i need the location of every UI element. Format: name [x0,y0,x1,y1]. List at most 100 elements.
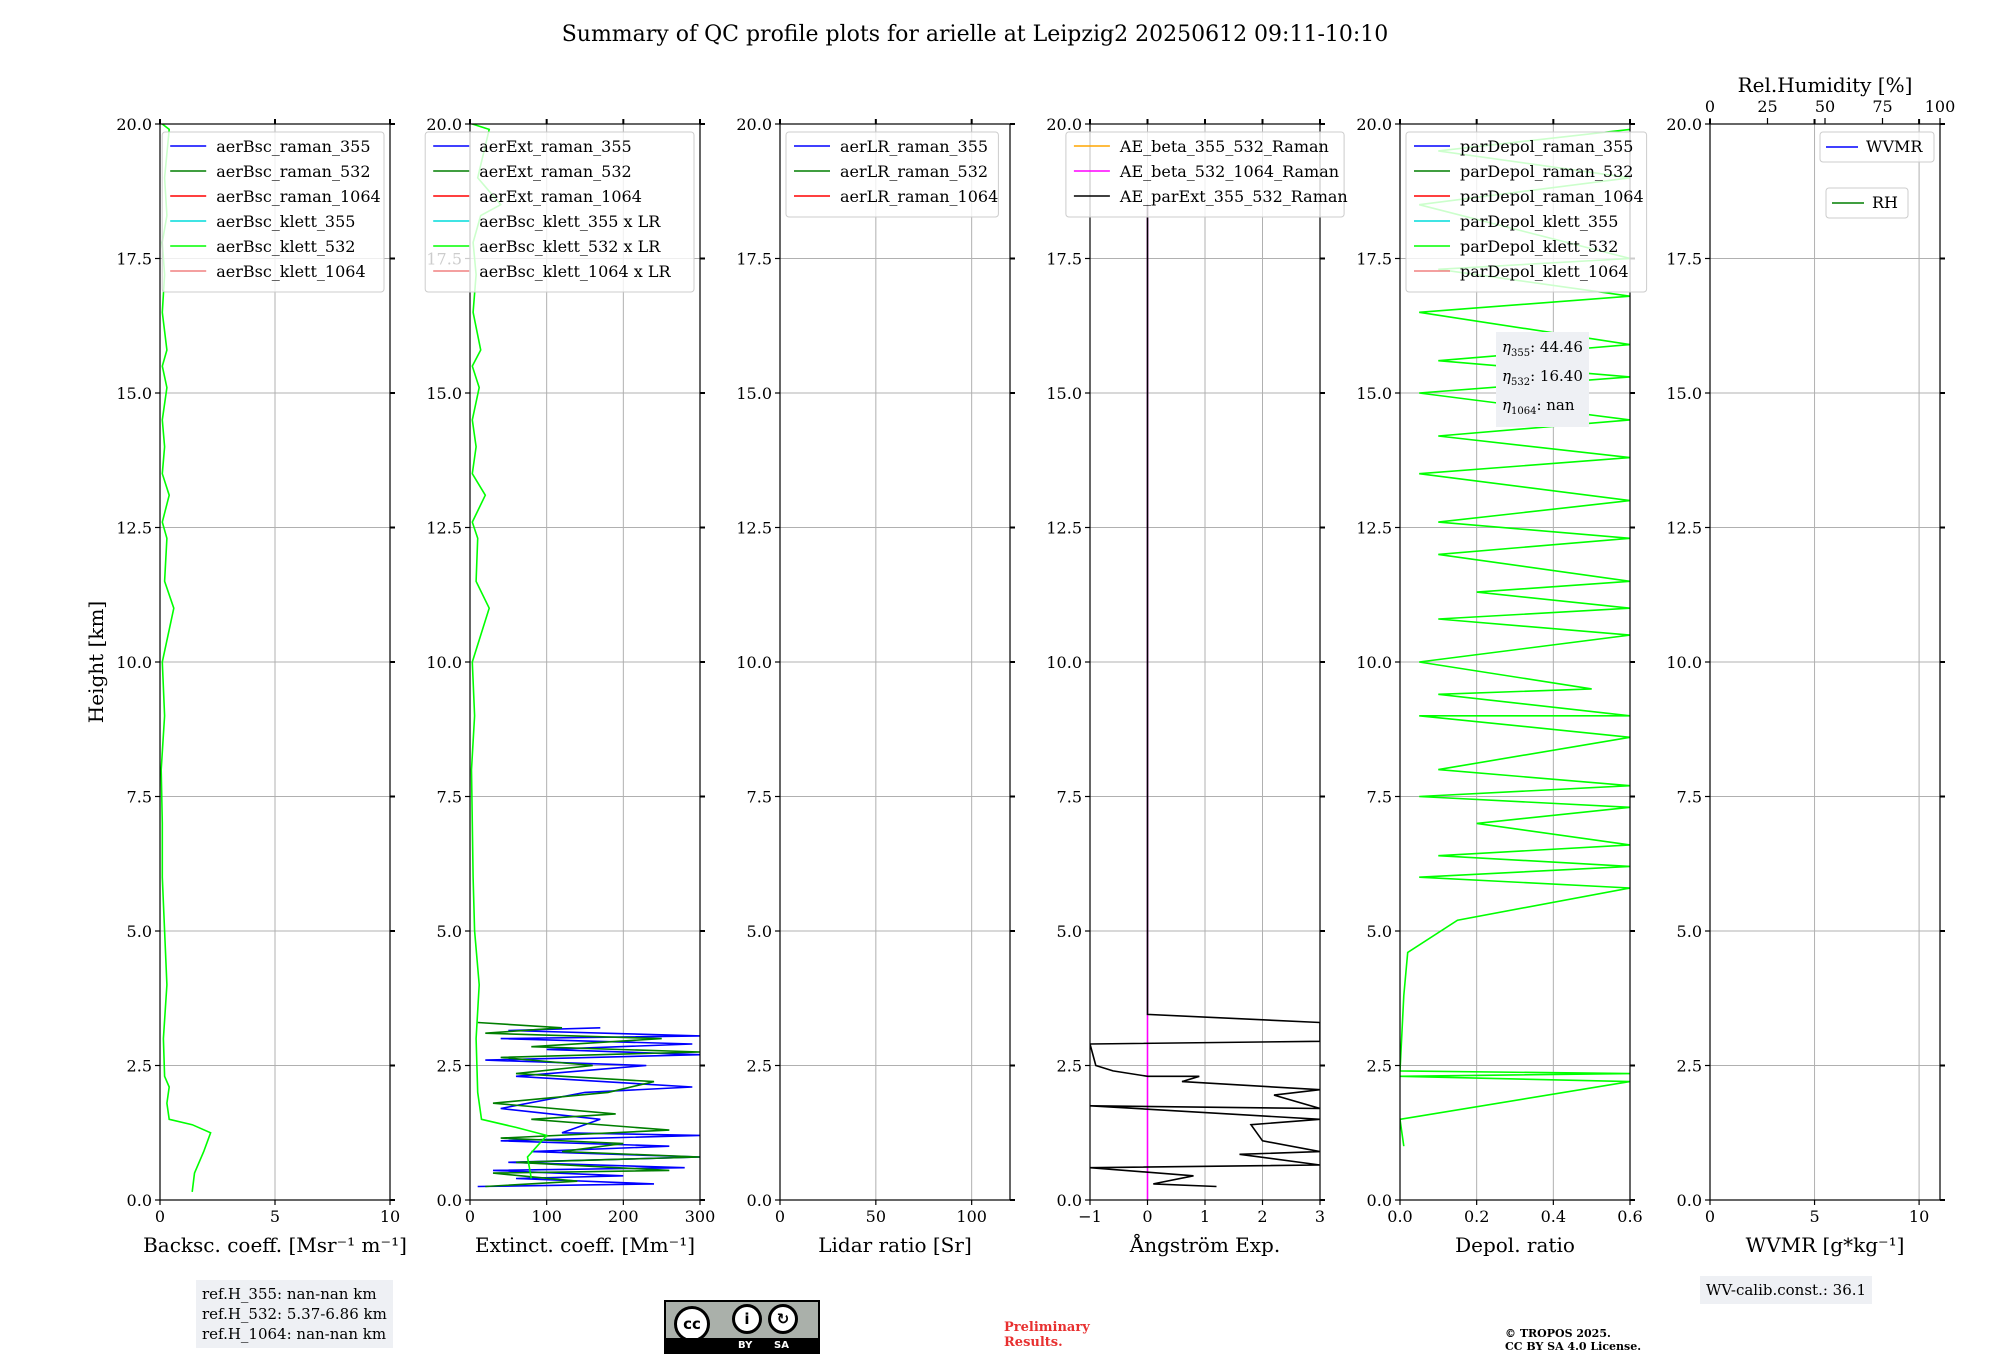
x-axis-label: Ångström Exp. [1129,1232,1280,1257]
x-axis-label: Backsc. coeff. [Msr⁻¹ m⁻¹] [143,1233,407,1257]
x-tick-label: 0 [1142,1207,1152,1226]
axes-frame [159,123,391,1201]
y-tick-label: 2.5 [1367,1057,1392,1076]
x-tick-label: 5 [270,1207,280,1226]
legend-box [1065,131,1345,218]
y-tick-label: 7.5 [1367,788,1392,807]
series-group [160,124,212,1192]
x-tick-label: 100 [531,1207,562,1226]
x-axis-label: Extinct. coeff. [Mm⁻¹] [475,1233,695,1257]
x-tick-label: 10 [380,1207,400,1226]
series-line-aerBsc_klett_532 [160,124,212,1192]
series-line-aerExt_raman_355 [477,1027,700,1188]
y-tick-label: 0.0 [1057,1191,1082,1210]
legend-label: aerBsc_raman_1064 [216,187,381,206]
y-tick-label: 10.0 [1666,653,1702,672]
x-tick-label: −1 [1078,1207,1102,1226]
y-tick-label: 10.0 [1046,653,1082,672]
legend-label: AE_beta_355_532_Raman [1119,137,1329,156]
y-tick-label: 20.0 [1356,115,1392,134]
y-tick-label: 15.0 [1666,384,1702,403]
legend-label: parDepol_raman_532 [1460,162,1633,181]
legend: WVMR RH [1819,131,1935,219]
legend-box [161,131,385,293]
x-tick-label: 0 [155,1207,165,1226]
y-tick-label: 2.5 [127,1057,152,1076]
legend-label: aerExt_raman_532 [479,162,632,181]
x2-tick-label: 0 [1705,97,1715,116]
legend-label: parDepol_klett_355 [1460,212,1618,231]
axes-frame [1399,123,1631,1201]
y-tick-label: 0.0 [127,1191,152,1210]
y-tick-label: 20.0 [736,115,772,134]
legend-label: aerBsc_klett_355 x LR [479,212,661,231]
series-line-AE_parExt_355_532_Raman [1090,204,1320,1188]
y-tick-label: 0.0 [1367,1191,1392,1210]
x-tick-label: 100 [956,1207,987,1226]
legend-label: parDepol_raman_355 [1460,137,1633,156]
legend-label: WVMR [1866,137,1923,156]
sa-share-icon: ↻ [768,1304,798,1334]
y-tick-label: 5.0 [1057,922,1082,941]
y-tick-label: 20.0 [1666,115,1702,134]
y-tick-label: 20.0 [1046,115,1082,134]
y-tick-label: 20.0 [426,115,462,134]
x-tick-label: 50 [866,1207,886,1226]
x2-tick-label: 25 [1757,97,1777,116]
legend-label: AE_parExt_355_532_Raman [1119,187,1348,206]
legend-label: aerLR_raman_355 [840,137,988,156]
legend-label: aerBsc_klett_532 x LR [479,237,661,256]
axes-frame [1709,123,1941,1201]
preliminary-results-note: Preliminary Results. [1004,1320,1090,1350]
y-tick-label: 12.5 [116,519,152,538]
legend-label: parDepol_klett_532 [1460,237,1618,256]
wv-calib-text: WV-calib.const.: 36.1 [1706,1281,1867,1299]
y-tick-label: 17.5 [116,250,152,269]
series-group [1400,128,1630,1147]
y-tick-label: 17.5 [1356,250,1392,269]
x-tick-label: 300 [685,1207,716,1226]
y-tick-label: 15.0 [116,384,152,403]
ref-height-box: ref.H_355: nan-nan km ref.H_532: 5.37-6.… [196,1280,393,1348]
y-tick-label: 10.0 [736,653,772,672]
legend-label: aerBsc_raman_532 [216,162,370,181]
y-tick-label: 15.0 [736,384,772,403]
y-tick-label: 0.0 [747,1191,772,1210]
y-tick-label: 17.5 [1666,250,1702,269]
y-tick-label: 20.0 [116,115,152,134]
legend-box [1405,131,1648,293]
x-tick-label: 3 [1315,1207,1325,1226]
y-tick-label: 7.5 [1057,788,1082,807]
x-tick-label: 0 [465,1207,475,1226]
y-tick-label: 2.5 [1677,1057,1702,1076]
series-line-aerExt_raman_532 [477,1021,700,1188]
panel-3: 0.0 2.5 5.0 7.5 10.0 12.5 15.0 17.5 20.0 0 50 100 Li… [736,115,1015,1257]
x2-axis-label: Rel.Humidity [%] [1738,73,1913,97]
legend: aerLR_raman_355 aerLR_raman_532 aerLR_rama… [785,131,999,218]
y-tick-label: 2.5 [747,1057,772,1076]
y-tick-label: 7.5 [747,788,772,807]
ref-height-1064: ref.H_1064: nan-nan km [202,1325,387,1343]
x-tick-label: 0.4 [1541,1207,1566,1226]
legend-label: aerBsc_raman_355 [216,137,370,156]
legend: AE_beta_355_532_Raman AE_beta_532_1064_Ra… [1065,131,1348,218]
x-tick-label: 5 [1809,1207,1819,1226]
wv-calib-box: WV-calib.const.: 36.1 [1700,1276,1873,1304]
legend-label: aerLR_raman_532 [840,162,988,181]
y-tick-label: 7.5 [127,788,152,807]
x-axis-label: WVMR [g*kg⁻¹] [1746,1233,1905,1257]
y-tick-label: 12.5 [1666,519,1702,538]
height-axis-label: Height [km] [84,601,108,723]
by-person-icon: i [732,1304,762,1334]
y-tick-label: 15.0 [1356,384,1392,403]
legend-label: aerLR_raman_1064 [840,187,998,206]
x2-tick-label: 75 [1872,97,1892,116]
legend-box [424,131,695,293]
y-tick-label: 10.0 [1356,653,1392,672]
legend-label: AE_beta_532_1064_Raman [1119,162,1339,181]
legend-label: RH [1872,193,1898,212]
x-tick-label: 1 [1200,1207,1210,1226]
axes-frame [1089,123,1321,1201]
y-tick-label: 7.5 [437,788,462,807]
y-tick-label: 17.5 [1046,250,1082,269]
